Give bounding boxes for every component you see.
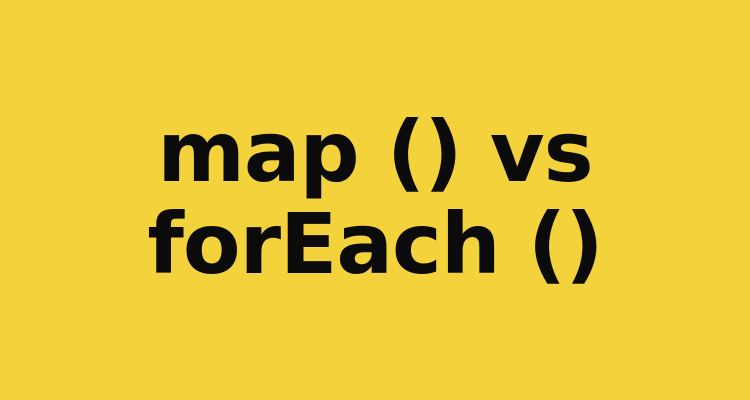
title-line-2: forEach () [147, 195, 603, 293]
title-line-1: map () vs [157, 103, 593, 201]
banner-title: map () vs forEach () [147, 103, 603, 293]
